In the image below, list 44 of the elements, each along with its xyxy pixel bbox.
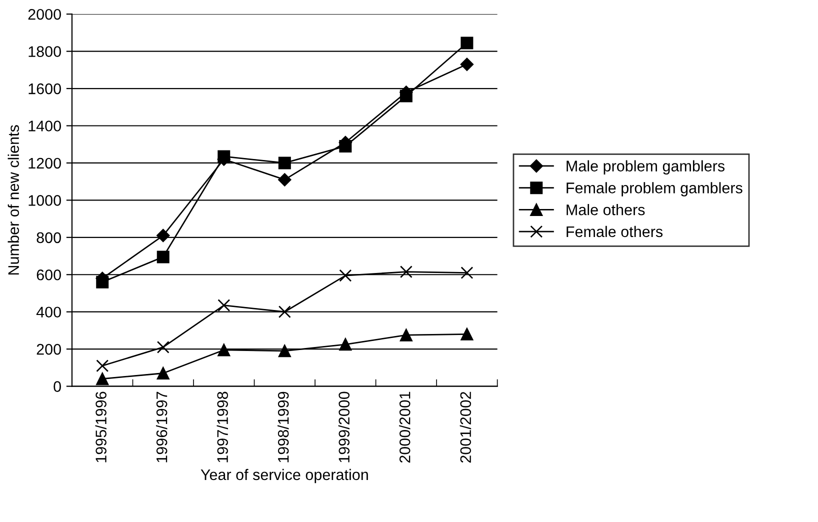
point <box>339 269 352 282</box>
x-tick-label: 1997/1998 <box>216 392 228 462</box>
point <box>156 367 170 380</box>
y-tick-label: 600 <box>36 269 61 280</box>
y-tick-label: 1000 <box>28 195 61 206</box>
point <box>278 306 291 318</box>
point <box>156 340 170 354</box>
x-axis-title: Year of service operation <box>200 468 368 484</box>
x-tick-label: 2000/2001 <box>399 392 410 463</box>
x-tick-label: 1998/1999 <box>278 392 289 462</box>
point <box>460 266 474 280</box>
legend-label: Female others <box>566 226 663 238</box>
y-tick-label: 800 <box>36 232 61 244</box>
point <box>278 156 291 170</box>
y-tick-label: 1400 <box>28 120 61 132</box>
point <box>278 173 292 186</box>
y-tick-label: 0 <box>54 381 61 392</box>
point <box>156 228 170 242</box>
y-tick-label: 1800 <box>28 46 61 57</box>
point <box>218 299 230 312</box>
y-tick-label: 400 <box>36 306 61 318</box>
y-tick-label: 1200 <box>28 158 61 169</box>
point <box>400 266 412 278</box>
point <box>400 328 412 342</box>
legend-label: Female problem gamblers <box>566 182 742 196</box>
x-tick-label: 1999/2000 <box>338 392 350 462</box>
point <box>156 250 170 264</box>
point <box>460 328 474 340</box>
y-tick-label: 200 <box>36 344 61 355</box>
point <box>96 360 109 372</box>
point <box>460 36 474 50</box>
legend-label: Male problem gamblers <box>566 160 725 174</box>
point <box>339 338 352 351</box>
x-tick-label: 1995/1996 <box>95 392 106 462</box>
point <box>460 58 474 71</box>
x-tick-label: 1996/1997 <box>156 392 168 462</box>
y-tick-label: 1600 <box>28 83 61 94</box>
legend-label: Male others <box>566 204 645 216</box>
point <box>278 344 291 358</box>
point <box>218 344 230 356</box>
x-tick-label: 2001/2002 <box>460 392 472 463</box>
point <box>96 372 109 386</box>
y-axis-title: Number of new clients <box>8 125 20 274</box>
y-tick-label: 2000 <box>28 8 61 20</box>
